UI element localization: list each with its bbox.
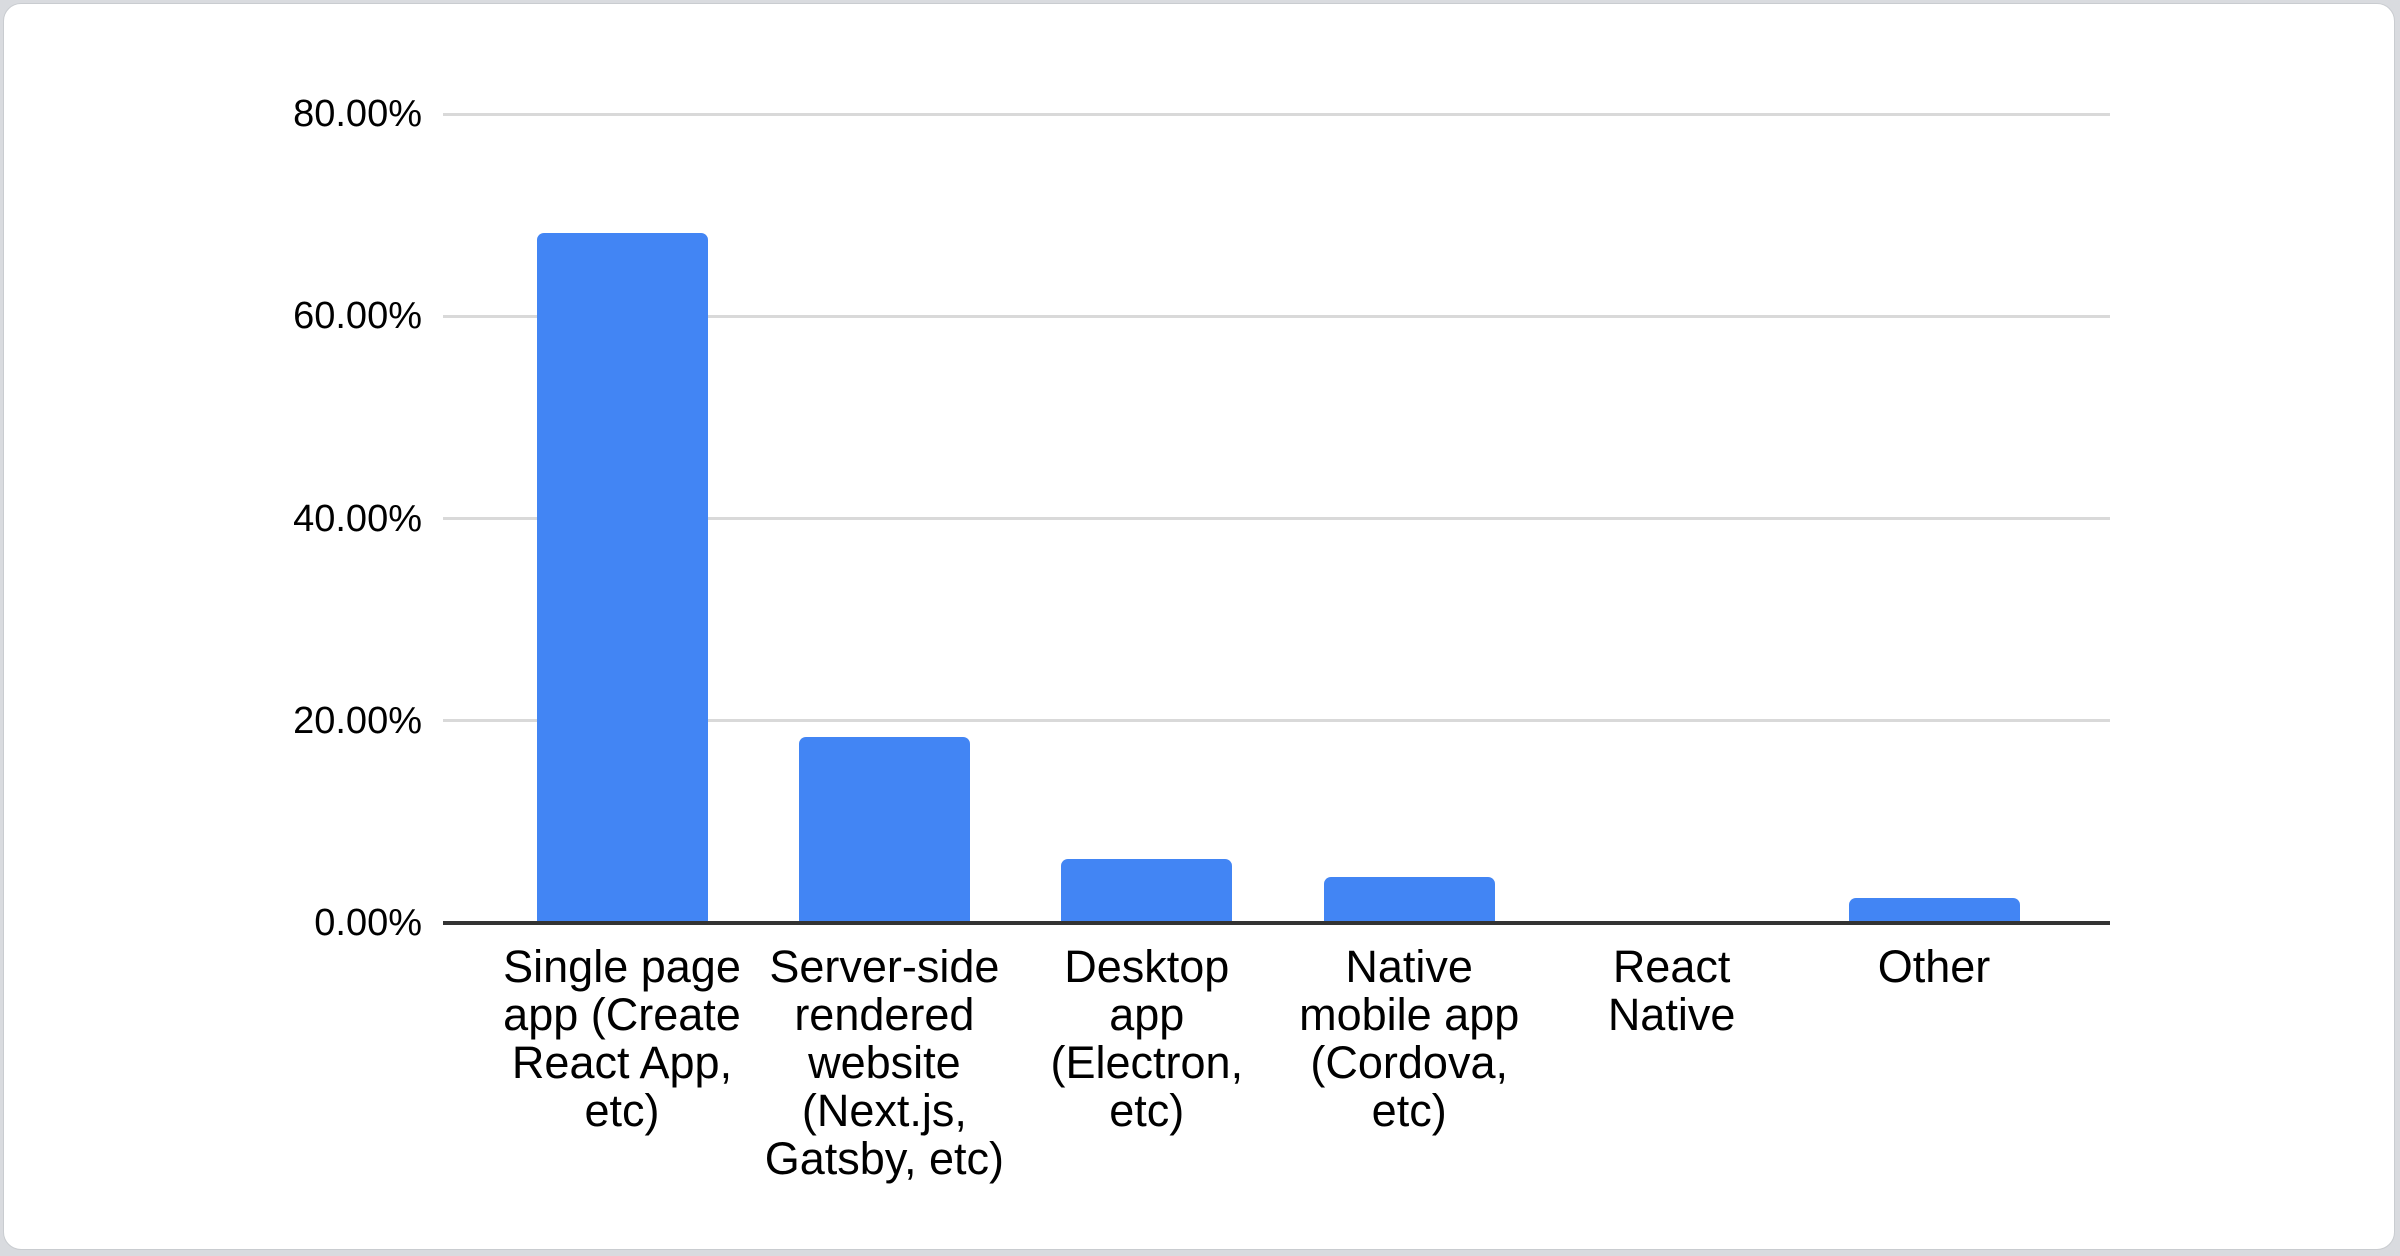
gridline-80pct	[443, 112, 2110, 116]
x-axis-line	[443, 921, 2110, 925]
x-axis-category-label: Native mobile app (Cordova, etc)	[1299, 941, 1520, 1136]
bar-category-5	[1848, 897, 2020, 923]
gridline-40pct	[443, 517, 2110, 520]
y-axis-tick-label: 80.00%	[293, 93, 422, 135]
gridline-20pct	[443, 719, 2110, 723]
y-axis-tick-label: 40.00%	[293, 497, 422, 540]
bar-category-2	[1061, 859, 1233, 923]
x-axis-category-label: Desktop app (Electron, etc)	[1050, 941, 1244, 1136]
gridline-60pct	[443, 314, 2110, 318]
bar-category-0	[536, 233, 708, 923]
y-axis-tick-label: 0.00%	[314, 902, 422, 944]
y-axis-tick-label: 20.00%	[293, 699, 422, 742]
x-axis-category-label: React Native	[1607, 941, 1736, 1040]
x-axis-category-label: Single page app (Create React App, etc)	[503, 941, 741, 1136]
bar-category-3	[1323, 877, 1495, 923]
x-axis-category-label: Server-side rendered website (Next.js, G…	[764, 941, 1005, 1184]
chart-card	[3, 3, 2395, 1250]
bar-category-1	[798, 736, 970, 923]
y-axis-tick-label: 60.00%	[293, 295, 422, 338]
x-axis-category-label: Other	[1877, 941, 1991, 992]
